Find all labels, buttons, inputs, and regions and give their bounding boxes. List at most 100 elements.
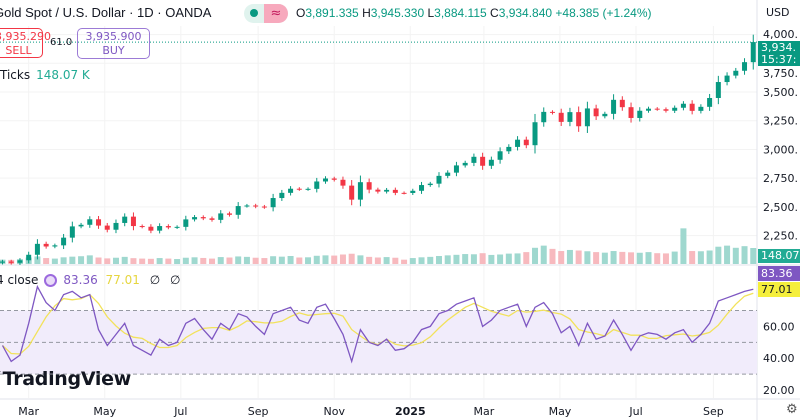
candle-body bbox=[87, 219, 93, 225]
symbol-title[interactable]: Gold Spot / U.S. Dollar · 1D · OANDA bbox=[0, 5, 212, 20]
candle-body bbox=[104, 225, 110, 230]
candle-body bbox=[130, 216, 136, 227]
candle-body bbox=[349, 185, 355, 200]
candle-body bbox=[157, 226, 163, 231]
volume-legend[interactable]: Ticks 148.07 K bbox=[0, 68, 90, 82]
candle-body bbox=[392, 189, 398, 193]
currency-label[interactable]: USD bbox=[766, 6, 790, 19]
volume-bar bbox=[662, 253, 669, 264]
volume-bar bbox=[60, 257, 67, 264]
logo-text: TradingView bbox=[2, 368, 132, 390]
volume-bar bbox=[558, 251, 565, 264]
buy-label: BUY bbox=[102, 44, 125, 57]
candle-body bbox=[218, 213, 224, 220]
candle-body bbox=[17, 260, 23, 263]
candle-body bbox=[148, 226, 154, 231]
candle-body bbox=[78, 224, 84, 227]
volume-bar bbox=[322, 255, 329, 264]
candle-body bbox=[689, 103, 695, 111]
candle-body bbox=[480, 156, 486, 166]
rsi-tick-label: 40.00 bbox=[763, 352, 795, 365]
candle-body bbox=[619, 99, 625, 108]
candle-body bbox=[445, 172, 451, 176]
candle-body bbox=[61, 237, 67, 246]
candle-body bbox=[314, 181, 320, 189]
volume-bar bbox=[409, 258, 416, 264]
volume-legend-label: Ticks bbox=[0, 68, 31, 82]
rsi-price-tag: 83.36 bbox=[758, 266, 800, 281]
volume-bar bbox=[374, 257, 381, 264]
rsi-legend[interactable]: 4 close 83.36 77.01 ∅ ∅ bbox=[0, 273, 180, 287]
volume-bar bbox=[636, 252, 643, 264]
price-tick-label: 2,500. bbox=[763, 201, 798, 214]
candle-body bbox=[209, 218, 215, 220]
volume-bar bbox=[549, 248, 556, 264]
volume-bar bbox=[470, 254, 477, 264]
volume-bar bbox=[540, 245, 547, 264]
volume-bar bbox=[462, 254, 469, 264]
candle-body bbox=[707, 97, 713, 107]
volume-bar bbox=[593, 252, 600, 264]
market-status-pill[interactable]: ≈ bbox=[244, 4, 288, 23]
candle-body bbox=[322, 178, 328, 182]
rsi-legend-label: 4 close bbox=[0, 273, 39, 287]
volume-bar bbox=[112, 257, 119, 264]
buy-price: 3,935.900 bbox=[85, 30, 142, 43]
rsi-empty-value-1: ∅ bbox=[149, 273, 161, 287]
candle-body bbox=[69, 226, 75, 238]
volume-bar bbox=[628, 252, 635, 264]
volume-bar bbox=[69, 256, 76, 264]
volume-bar bbox=[226, 257, 233, 264]
time-tick-label: May bbox=[549, 405, 572, 418]
candle-body bbox=[750, 42, 756, 63]
price-tick-label: 3,500. bbox=[763, 86, 798, 99]
bar-countdown: 15:37: bbox=[761, 53, 797, 66]
candle-body bbox=[663, 109, 669, 111]
volume-bar bbox=[671, 251, 678, 264]
volume-bar bbox=[689, 251, 696, 264]
candle-body bbox=[419, 185, 425, 191]
volume-bar bbox=[575, 250, 582, 264]
volume-bar bbox=[51, 258, 58, 264]
volume-bar bbox=[444, 255, 451, 264]
candle-body bbox=[384, 189, 390, 192]
volume-bar bbox=[497, 254, 504, 264]
candle-body bbox=[488, 159, 494, 166]
candle-body bbox=[427, 183, 433, 186]
sell-button[interactable]: 3,935.290 SELL bbox=[0, 28, 51, 58]
rsi-tick-label: 20.00 bbox=[763, 384, 795, 397]
candle-body bbox=[541, 111, 547, 123]
volume-bar bbox=[427, 256, 434, 264]
price-tick-label: 3,000. bbox=[763, 143, 798, 156]
buy-button[interactable]: 3,935.900 BUY bbox=[77, 28, 150, 59]
candle-body bbox=[244, 205, 250, 207]
volume-bar bbox=[331, 255, 338, 264]
candle-body bbox=[698, 106, 704, 111]
candle-body bbox=[593, 108, 599, 117]
volume-bar bbox=[488, 254, 495, 264]
settings-gear-icon[interactable]: ⚙ bbox=[786, 402, 798, 417]
time-tick-label: Jul bbox=[628, 405, 642, 418]
volume-bar bbox=[139, 258, 146, 264]
volume-bar bbox=[270, 256, 277, 264]
volume-bar bbox=[278, 256, 285, 264]
candle-body bbox=[288, 188, 294, 193]
time-tick-label: Mar bbox=[473, 405, 494, 418]
volume-bar bbox=[191, 257, 198, 264]
volume-bar bbox=[514, 253, 521, 264]
candle-body bbox=[733, 70, 739, 76]
candle-body bbox=[226, 213, 232, 215]
delayed-wave-icon: ≈ bbox=[264, 4, 288, 23]
candle-body bbox=[113, 222, 119, 230]
volume-bar bbox=[724, 245, 731, 264]
candle-body bbox=[602, 113, 608, 117]
sell-label: SELL bbox=[5, 44, 32, 57]
volume-bar bbox=[750, 248, 757, 264]
candle-body bbox=[253, 205, 259, 207]
volume-bar bbox=[209, 258, 216, 264]
volume-bar bbox=[584, 251, 591, 264]
high-label: H bbox=[362, 6, 371, 20]
candle-body bbox=[680, 103, 686, 108]
time-tick-label: Sep bbox=[248, 405, 269, 418]
